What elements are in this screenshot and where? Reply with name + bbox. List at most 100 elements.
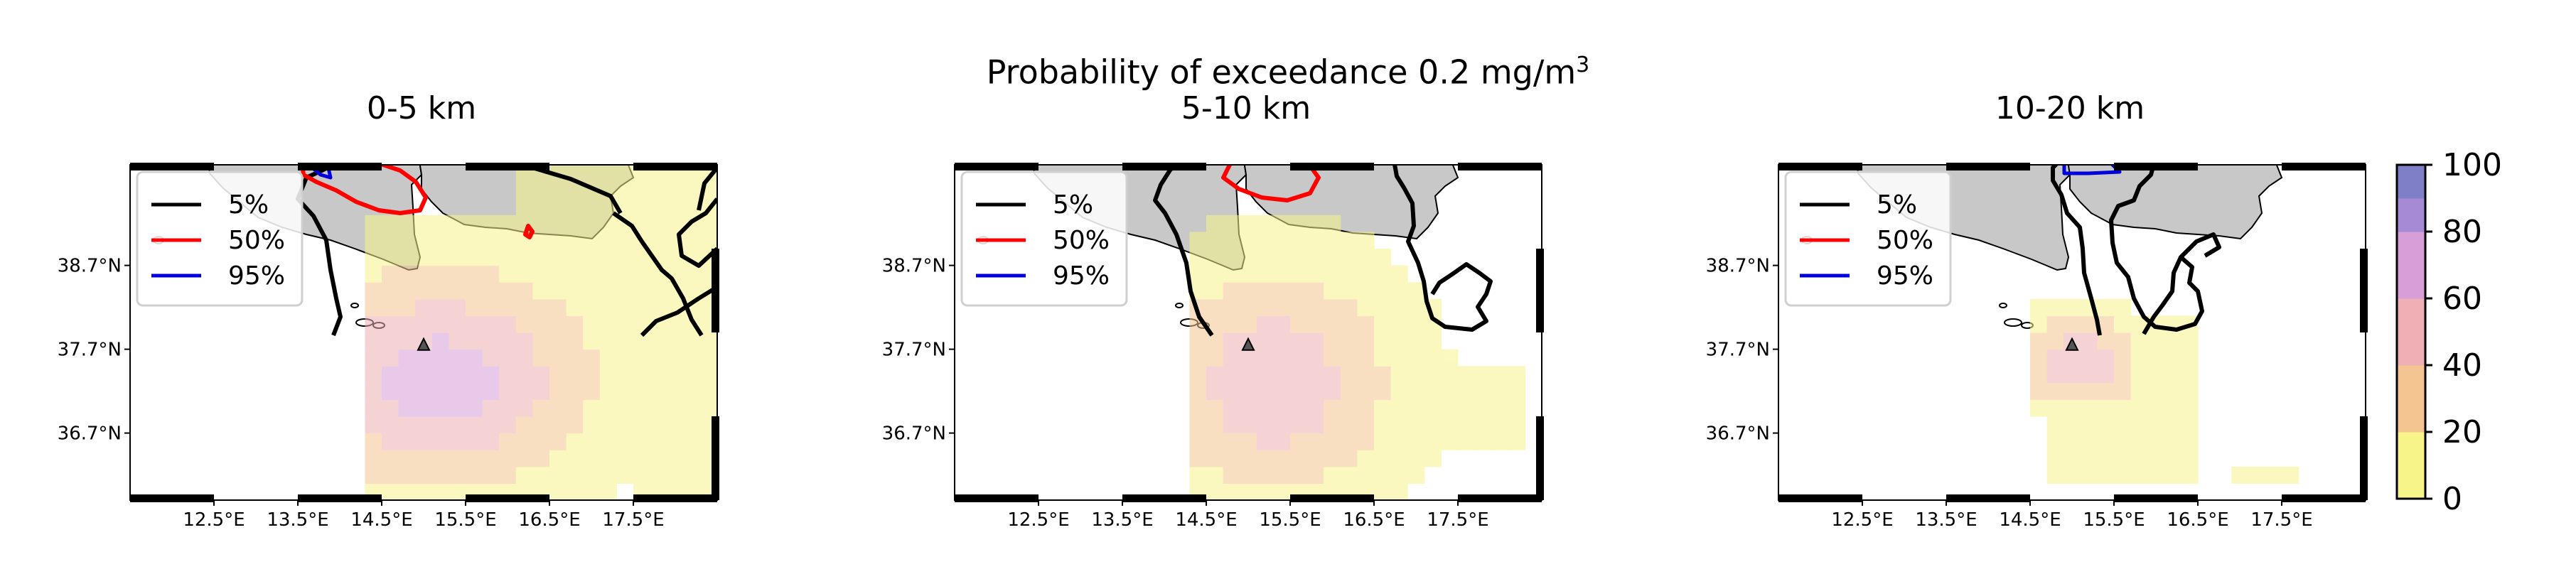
probability-cell <box>1290 416 1308 434</box>
probability-cell <box>633 181 651 199</box>
probability-cell <box>633 382 651 400</box>
probability-cell <box>431 416 449 434</box>
probability-cell <box>2181 450 2199 467</box>
probability-cell <box>2248 466 2265 484</box>
probability-cell <box>1508 366 1525 384</box>
frame-border-ticks <box>1778 163 2368 502</box>
probability-cell <box>1273 332 1291 350</box>
probability-cell <box>466 298 483 316</box>
probability-cell <box>1206 416 1224 434</box>
probability-cell <box>1407 450 1425 467</box>
probability-cell <box>1189 382 1207 400</box>
frame-segment <box>1122 163 1206 170</box>
colorbar-band <box>2397 432 2425 466</box>
probability-cell <box>482 382 500 400</box>
probability-cell <box>1256 315 1274 333</box>
probability-cell <box>449 450 466 467</box>
probability-cell <box>1424 382 1442 400</box>
probability-cell <box>599 450 617 467</box>
probability-cell <box>1357 366 1375 384</box>
probability-cell <box>1273 265 1291 283</box>
probability-cell <box>1240 416 1257 434</box>
probability-cell <box>2164 416 2181 434</box>
probability-cell <box>2114 399 2132 417</box>
probability-cell <box>2046 466 2064 484</box>
probability-cell <box>683 450 701 467</box>
probability-cell <box>2097 366 2115 384</box>
x-tick-label: 12.5°E <box>1007 509 1069 531</box>
probability-cell <box>466 399 483 417</box>
probability-cell <box>2265 466 2282 484</box>
probability-cell <box>398 450 416 467</box>
probability-cell <box>1324 282 1341 300</box>
probability-cell <box>683 366 701 384</box>
probability-cell <box>2097 416 2115 434</box>
island <box>2066 103 2080 110</box>
probability-cell <box>1491 416 1509 434</box>
probability-cell <box>667 366 685 384</box>
probability-cell <box>482 298 500 316</box>
probability-cell <box>1206 366 1224 384</box>
probability-cell <box>532 433 550 450</box>
colorbar-band <box>2397 232 2425 266</box>
probability-cell <box>717 383 734 400</box>
probability-cell <box>1240 466 1257 484</box>
probability-cell <box>382 483 399 500</box>
probability-cell <box>1273 433 1291 450</box>
frame-segment <box>1290 163 1374 170</box>
probability-cell <box>616 416 634 434</box>
probability-cell <box>1206 282 1224 300</box>
probability-cell <box>683 466 701 484</box>
probability-cell <box>1424 349 1442 367</box>
x-tick-label: 17.5°E <box>602 509 664 531</box>
probability-cell <box>466 265 483 283</box>
island <box>1206 85 1215 89</box>
probability-cell <box>616 282 634 300</box>
probability-cell <box>1290 349 1308 367</box>
probability-cell <box>449 232 466 249</box>
probability-cell <box>2114 349 2132 367</box>
colorbar-band <box>2397 399 2425 433</box>
probability-cell <box>1390 450 1408 467</box>
probability-cell <box>717 399 734 416</box>
probability-cell <box>431 483 449 500</box>
probability-cell <box>566 382 584 400</box>
y-tick-label: 36.7°N <box>882 423 946 445</box>
probability-cell <box>717 299 734 316</box>
probability-cell <box>633 450 651 467</box>
probability-cell <box>1306 382 1324 400</box>
probability-cells <box>1189 215 1525 500</box>
probability-cell <box>515 332 533 350</box>
probability-cell <box>1290 232 1308 249</box>
probability-cell <box>1306 265 1324 283</box>
probability-cell <box>2080 332 2098 350</box>
probability-cell <box>1273 249 1291 266</box>
probability-cell <box>482 282 500 300</box>
probability-cell <box>1206 349 1224 367</box>
frame-segment <box>1458 494 1542 502</box>
probability-cell <box>1390 416 1408 434</box>
probability-cell <box>449 282 466 300</box>
probability-cell <box>2097 399 2115 417</box>
probability-cell <box>1441 349 1459 367</box>
probability-cell <box>1340 466 1358 484</box>
frame-segment <box>2360 416 2368 500</box>
probability-cell <box>667 433 685 450</box>
probability-cell <box>1273 466 1291 484</box>
probability-cell <box>398 282 416 300</box>
probability-cell <box>1508 399 1525 417</box>
x-tick-label: 14.5°E <box>350 509 412 531</box>
probability-cell <box>499 349 517 367</box>
probability-cell <box>2114 382 2132 400</box>
frame-segment <box>955 494 1039 502</box>
probability-cell <box>1324 382 1341 400</box>
probability-cell <box>599 165 617 183</box>
probability-cell <box>549 416 567 434</box>
probability-cell <box>1357 265 1375 283</box>
probability-cell <box>449 382 466 400</box>
probability-cell <box>633 298 651 316</box>
probability-cell <box>2164 382 2181 400</box>
probability-cell <box>1206 483 1224 500</box>
probability-cell <box>599 466 617 484</box>
probability-cell <box>1458 382 1476 400</box>
